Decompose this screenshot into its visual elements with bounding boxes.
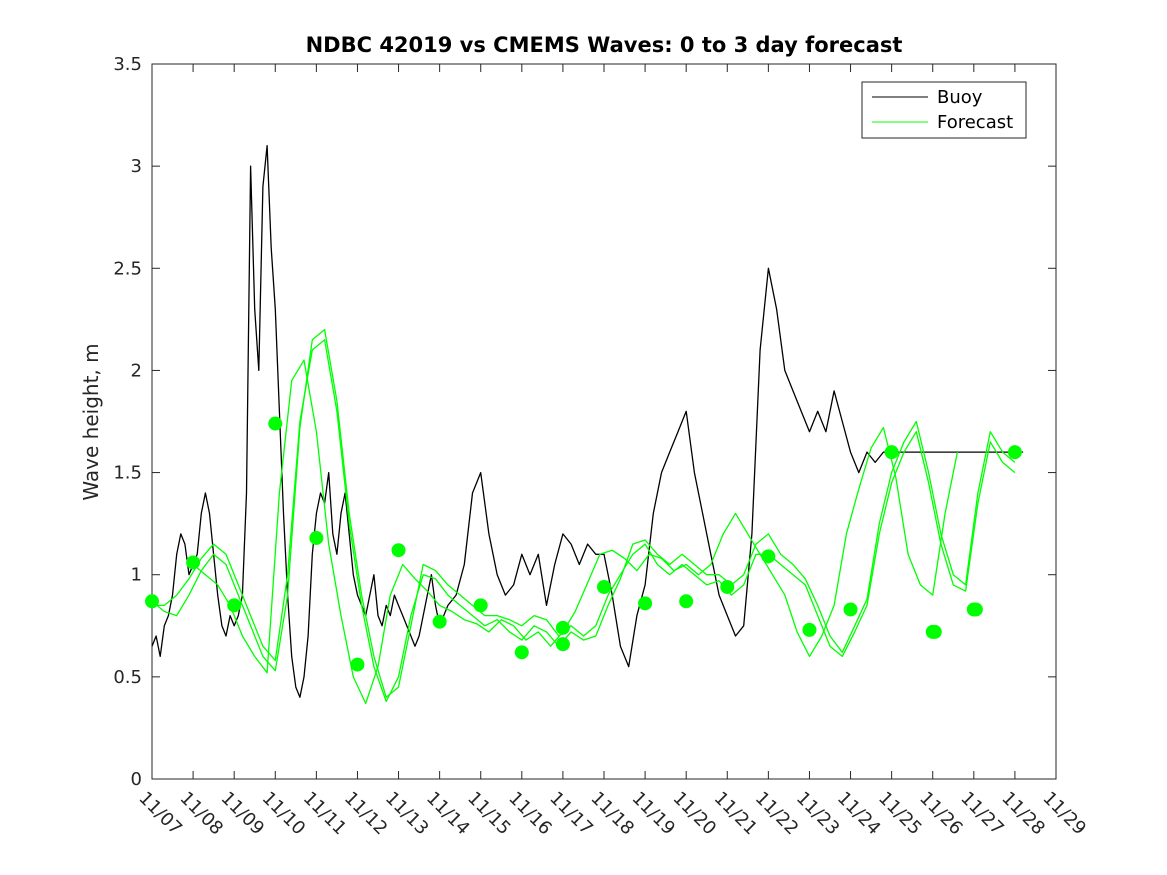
x-tick-label: 11/20 (669, 788, 721, 840)
x-tick-label: 11/14 (422, 788, 474, 840)
forecast-marker (350, 657, 365, 672)
y-axis-label: Wave height, m (79, 343, 103, 500)
y-tick-label: 1 (131, 565, 142, 586)
series-forecast-line-3 (192, 359, 959, 705)
data-layer (145, 145, 1024, 705)
y-tick-label: 2 (131, 360, 142, 381)
forecast-marker (473, 598, 488, 613)
x-tick-label: 11/25 (874, 788, 926, 840)
forecast-marker (597, 579, 611, 594)
legend-box (861, 81, 1027, 139)
y-tick-label: 3 (131, 156, 142, 177)
forecast-marker (391, 543, 406, 558)
forecast-marker (145, 594, 159, 609)
forecast-marker (927, 624, 942, 639)
legend-buoy-label: Buoy (937, 87, 983, 108)
y-tick-label: 0 (131, 769, 142, 790)
forecast-marker (968, 602, 983, 617)
series-forecast-line-1 (151, 328, 1016, 698)
forecast-marker (227, 598, 242, 613)
forecast-marker (555, 620, 570, 635)
series-forecast-line-2 (152, 339, 1016, 703)
x-tick-label: 11/18 (586, 788, 638, 840)
y-tick-label: 1.5 (113, 463, 142, 484)
y-tick-label: 0.5 (113, 667, 142, 688)
y-tick-label: 3.5 (113, 54, 142, 75)
forecast-marker (432, 614, 447, 629)
forecast-marker (843, 602, 858, 617)
axes-frame (151, 63, 1057, 780)
y-tick-label: 2.5 (113, 258, 142, 279)
x-tick-label: 11/23 (792, 788, 844, 840)
series-buoy-line (151, 145, 1024, 698)
legend-forecast-label: Forecast (937, 112, 1013, 133)
x-tick-label: 11/16 (504, 788, 556, 840)
x-tick-label: 11/27 (956, 788, 1008, 840)
x-tick-label: 11/22 (751, 788, 803, 840)
x-tick-label: 11/12 (340, 788, 392, 840)
x-tick-label: 11/08 (176, 788, 228, 840)
x-tick-label: 11/19 (628, 788, 680, 840)
forecast-marker (802, 622, 817, 637)
x-tick-label: 11/28 (997, 788, 1049, 840)
forecast-marker (679, 594, 694, 609)
plot-area: 00.511.522.533.511/0711/0811/0911/1011/1… (113, 54, 1090, 839)
forecast-marker (638, 596, 653, 611)
forecast-marker (186, 555, 201, 570)
forecast-marker (514, 645, 529, 660)
forecast-marker (761, 549, 776, 564)
forecast-marker (720, 579, 735, 594)
legend: Buoy Forecast (861, 81, 1027, 139)
x-tick-label: 11/24 (833, 788, 885, 840)
forecast-marker (555, 637, 570, 652)
x-tick-label: 11/21 (710, 788, 762, 840)
x-tick-label: 11/11 (299, 788, 351, 840)
x-tick-label: 11/09 (217, 788, 269, 840)
x-tick-label: 11/29 (1038, 788, 1090, 840)
forecast-marker (309, 530, 324, 545)
chart-title: NDBC 42019 vs CMEMS Waves: 0 to 3 day fo… (306, 33, 903, 57)
forecast-marker (884, 445, 899, 460)
x-tick-label: 11/10 (258, 788, 310, 840)
forecast-marker (1007, 445, 1022, 460)
x-tick-label: 11/13 (381, 788, 433, 840)
forecast-marker (268, 416, 283, 431)
x-tick-label: 11/15 (463, 788, 515, 840)
x-tick-label: 11/07 (134, 788, 186, 840)
x-tick-label: 11/17 (545, 788, 597, 840)
x-tick-label: 11/26 (915, 788, 967, 840)
